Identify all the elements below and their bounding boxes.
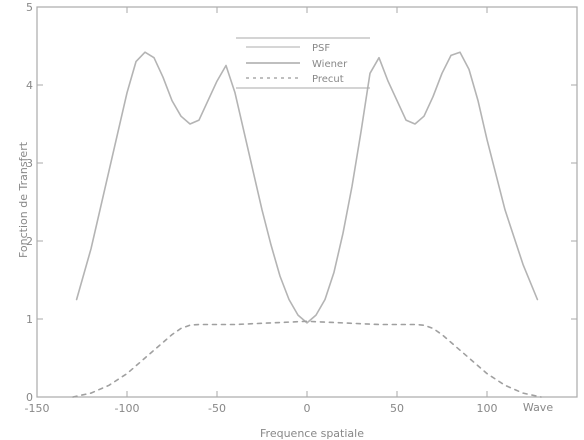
y-axis-label: Fonction de Transfert bbox=[17, 141, 30, 258]
x-tick-label: 0 bbox=[304, 402, 311, 415]
legend-label-psf: PSF bbox=[312, 43, 330, 54]
y-tick-label: 0 bbox=[26, 391, 33, 404]
corner-annotation: Wave bbox=[523, 401, 553, 414]
y-tick-label: 5 bbox=[26, 1, 33, 14]
x-tick-label: -100 bbox=[115, 402, 140, 415]
x-tick-label: 50 bbox=[390, 402, 404, 415]
axis-ticks: -150 -100 -50 0 50 100 0 1 2 3 4 5 bbox=[25, 1, 578, 415]
x-axis-label: Frequence spatiale bbox=[260, 427, 364, 440]
y-tick-label: 2 bbox=[26, 235, 33, 248]
y-tick-label: 1 bbox=[26, 313, 33, 326]
x-tick-label: -150 bbox=[25, 402, 50, 415]
legend-label-precut: Precut bbox=[312, 74, 344, 85]
legend: PSF Wiener Precut bbox=[236, 37, 370, 89]
x-tick-label: -50 bbox=[208, 402, 226, 415]
plot-frame bbox=[36, 6, 578, 398]
x-tick-label: 100 bbox=[477, 402, 498, 415]
y-tick-label: 4 bbox=[26, 79, 33, 92]
y-tick-label: 3 bbox=[26, 157, 33, 170]
legend-label-wiener: Wiener bbox=[312, 59, 348, 70]
series-line-precut bbox=[72, 320, 542, 398]
series-line-wiener bbox=[75, 51, 539, 324]
series-group bbox=[72, 51, 542, 398]
